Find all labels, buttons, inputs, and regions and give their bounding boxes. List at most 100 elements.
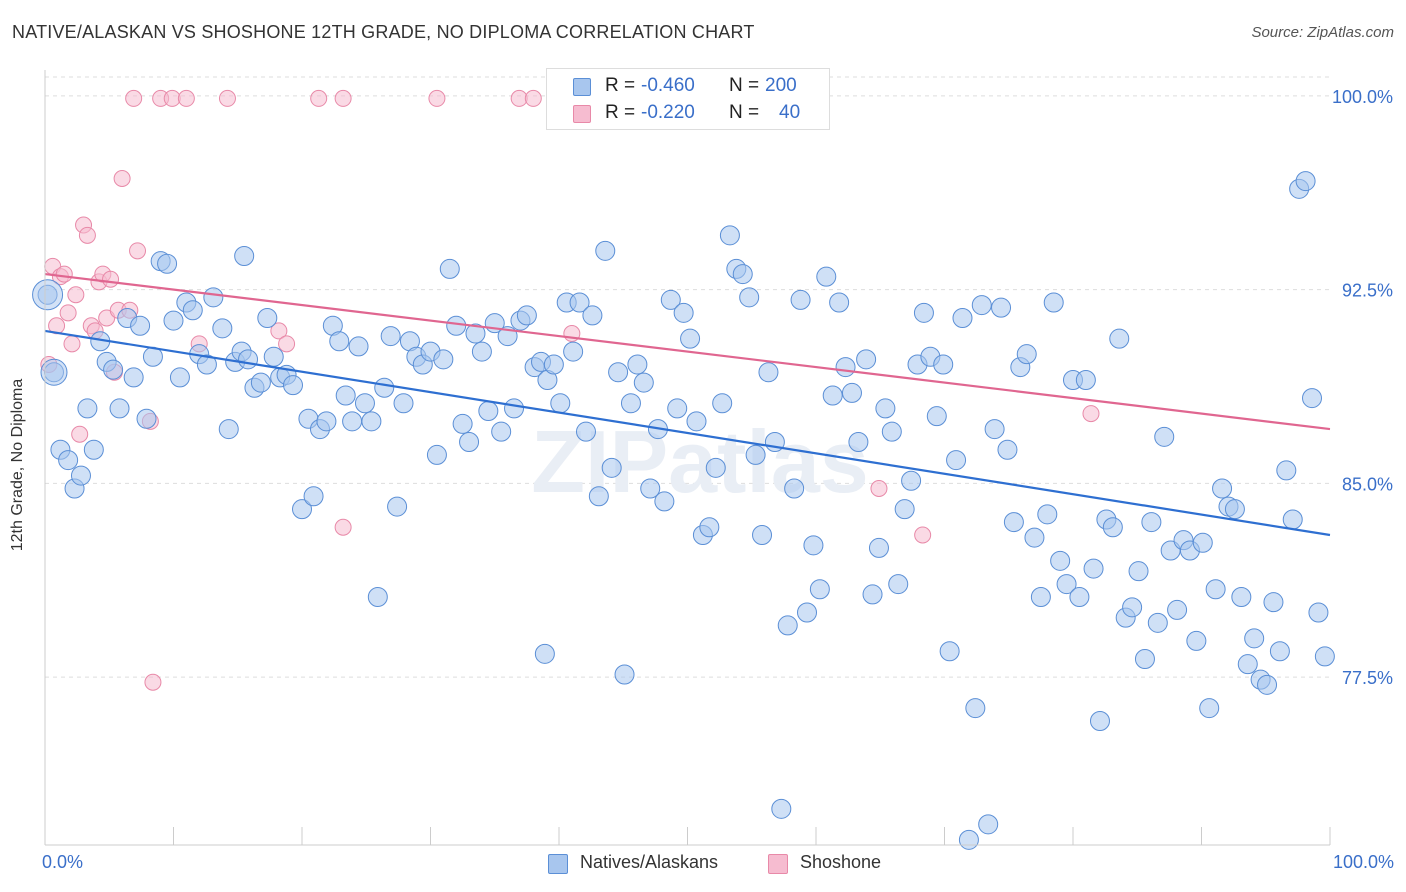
natives-point bbox=[471, 341, 492, 362]
natives-point bbox=[1199, 698, 1220, 719]
natives-point bbox=[582, 305, 603, 326]
shoshone-point bbox=[67, 286, 85, 304]
natives-trend-line bbox=[44, 329, 1331, 537]
natives-point bbox=[361, 411, 382, 432]
natives-point bbox=[212, 318, 233, 339]
natives-point bbox=[660, 289, 681, 310]
natives-point bbox=[136, 408, 157, 429]
natives-point bbox=[452, 413, 473, 434]
natives-point bbox=[354, 393, 375, 414]
natives-point bbox=[841, 382, 862, 403]
shoshone-point bbox=[163, 89, 181, 107]
natives-point bbox=[329, 331, 350, 352]
natives-point bbox=[40, 358, 68, 386]
natives-point bbox=[393, 393, 414, 414]
shoshone-legend-label: Shoshone bbox=[800, 852, 882, 872]
natives-point bbox=[1308, 602, 1329, 623]
natives-point bbox=[1186, 630, 1207, 651]
natives-point bbox=[1237, 654, 1258, 675]
natives-point bbox=[888, 574, 909, 595]
natives-point bbox=[699, 517, 720, 538]
natives-point bbox=[705, 457, 726, 478]
natives-point bbox=[829, 292, 850, 313]
natives-point bbox=[1224, 499, 1245, 520]
natives-point bbox=[595, 240, 616, 261]
r-label: R = bbox=[605, 102, 636, 123]
natives-point bbox=[123, 367, 144, 388]
natives-point bbox=[292, 499, 312, 520]
y-tick-label: 85.0% bbox=[1342, 474, 1393, 494]
natives-point bbox=[1192, 532, 1213, 553]
shoshone-point bbox=[129, 242, 147, 260]
natives-legend-label: Natives/Alaskans bbox=[580, 852, 719, 872]
shoshone-point bbox=[59, 304, 77, 322]
natives-point bbox=[1083, 558, 1104, 579]
natives-point bbox=[758, 362, 779, 383]
natives-point bbox=[335, 385, 356, 406]
natives-point bbox=[543, 354, 564, 375]
natives-point bbox=[745, 444, 766, 465]
natives-point bbox=[848, 432, 869, 452]
natives-point bbox=[1003, 512, 1024, 533]
natives-swatch bbox=[573, 78, 591, 96]
natives-point bbox=[250, 372, 271, 393]
natives-point bbox=[1016, 344, 1037, 365]
shoshone-point bbox=[510, 89, 528, 107]
natives-point bbox=[218, 419, 239, 440]
natives-point bbox=[1302, 388, 1323, 409]
natives-point bbox=[777, 615, 798, 636]
natives-point bbox=[263, 346, 284, 367]
natives-point bbox=[627, 354, 648, 375]
natives-point bbox=[803, 535, 824, 556]
natives-point bbox=[862, 584, 883, 605]
natives-point bbox=[901, 470, 922, 491]
natives-point bbox=[1122, 597, 1143, 618]
shoshone-point bbox=[102, 270, 120, 288]
natives-point bbox=[1314, 646, 1335, 667]
natives-point bbox=[1295, 171, 1316, 192]
natives-point bbox=[563, 341, 584, 362]
shoshone-point bbox=[334, 89, 352, 107]
natives-point bbox=[103, 359, 124, 380]
natives-point bbox=[881, 421, 902, 442]
natives-point bbox=[654, 491, 675, 512]
natives-point bbox=[1257, 674, 1278, 695]
shoshone-point bbox=[524, 89, 542, 107]
natives-point bbox=[257, 308, 278, 328]
shoshone-point bbox=[55, 265, 73, 283]
natives-point bbox=[534, 643, 555, 664]
r-value: -0.220 bbox=[641, 102, 695, 123]
natives-point bbox=[1037, 504, 1058, 525]
natives-point bbox=[875, 398, 896, 419]
natives-point bbox=[946, 450, 967, 471]
natives-point bbox=[387, 496, 408, 517]
natives-point bbox=[348, 336, 369, 357]
trend-layer bbox=[44, 272, 1331, 537]
natives-point bbox=[939, 641, 960, 662]
natives-point bbox=[673, 302, 694, 323]
natives-point bbox=[1212, 478, 1233, 499]
natives-point bbox=[719, 225, 740, 246]
y-axis-label: 12th Grade, No Diploma bbox=[9, 378, 26, 552]
natives-point bbox=[303, 486, 324, 507]
natives-point bbox=[203, 287, 224, 308]
natives-point bbox=[516, 305, 537, 326]
natives-point bbox=[913, 302, 934, 323]
natives-point bbox=[633, 372, 654, 393]
n-label: N = bbox=[729, 102, 760, 123]
shoshone-point bbox=[218, 89, 236, 107]
natives-point bbox=[446, 315, 467, 336]
natives-point bbox=[809, 579, 830, 600]
natives-point bbox=[1089, 711, 1110, 731]
natives-point bbox=[822, 385, 843, 406]
natives-point bbox=[971, 295, 992, 316]
natives-point bbox=[588, 486, 609, 507]
n-value: 40 bbox=[779, 102, 801, 123]
natives-point bbox=[1231, 587, 1252, 607]
natives-point bbox=[465, 323, 486, 344]
natives-point bbox=[965, 698, 986, 719]
shoshone-point bbox=[914, 526, 932, 544]
shoshone-point bbox=[334, 518, 352, 536]
natives-point bbox=[575, 421, 596, 442]
